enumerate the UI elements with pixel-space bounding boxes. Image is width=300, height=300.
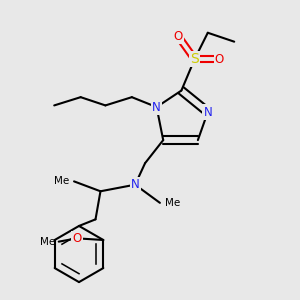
Text: Me: Me bbox=[40, 237, 56, 247]
Text: O: O bbox=[173, 30, 183, 43]
Text: Me: Me bbox=[53, 176, 69, 186]
Text: N: N bbox=[152, 100, 161, 114]
Text: O: O bbox=[72, 232, 82, 245]
Text: Me: Me bbox=[165, 198, 180, 208]
Text: N: N bbox=[203, 106, 212, 118]
Text: O: O bbox=[215, 53, 224, 66]
Text: N: N bbox=[131, 178, 140, 191]
Text: S: S bbox=[190, 52, 199, 66]
